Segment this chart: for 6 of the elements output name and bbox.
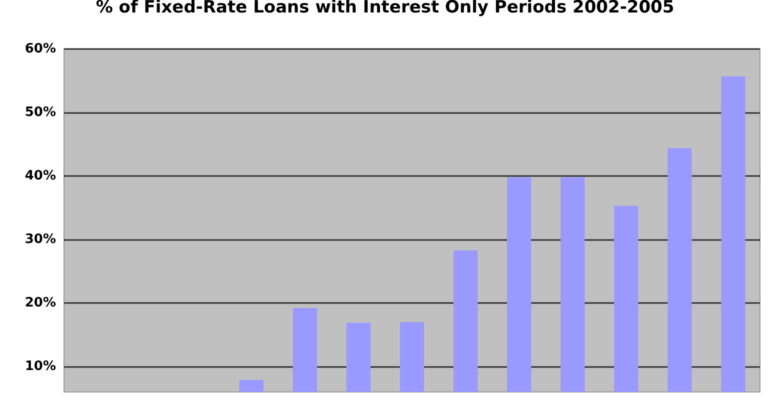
y-tick-label: 40% (24, 168, 56, 184)
y-tick-label: 10% (24, 359, 56, 374)
y-tick-label: 20% (24, 296, 56, 311)
y-tick-label: 50% (24, 105, 56, 120)
y-tick-label: 30% (24, 232, 56, 248)
y-tick-label: 60% (24, 42, 56, 56)
